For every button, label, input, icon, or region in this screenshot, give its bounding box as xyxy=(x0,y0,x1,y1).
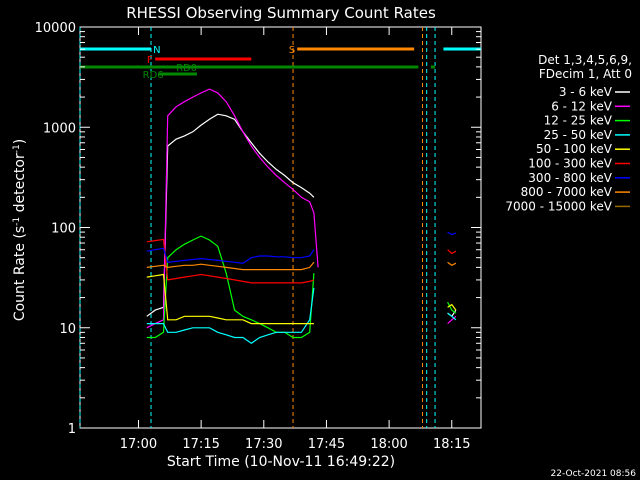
x-tick-label-0: 17:00 xyxy=(120,437,157,452)
legend-entry-5: 100 - 300 keV xyxy=(528,157,612,171)
legend-header-line-2: FDecim 1, Att 0 xyxy=(539,67,632,81)
flag-label-rd0: RD0 xyxy=(176,63,197,74)
x-axis-ticks: 17:00 17:15 17:30 17:45 18:00 18:15 xyxy=(120,27,470,452)
timestamp: 22-Oct-2021 08:56 xyxy=(551,469,637,479)
x-tick-label-5: 18:15 xyxy=(433,437,470,452)
series-line-0-0 xyxy=(146,113,315,317)
legend-entry-2: 12 - 25 keV xyxy=(544,114,613,128)
x-tick-label-4: 18:00 xyxy=(370,437,407,452)
series-line-5-1 xyxy=(447,249,457,255)
y-axis-label: Count Rate (s-1 detector-1) xyxy=(12,139,28,321)
x-tick-label-1: 17:15 xyxy=(182,437,219,452)
series-line-6-0 xyxy=(146,247,315,264)
series-line-3-1 xyxy=(447,312,457,321)
series-line-1-1 xyxy=(447,315,457,325)
series-line-5-0 xyxy=(146,238,315,284)
legend-entry-8: 7000 - 15000 keV xyxy=(505,199,612,213)
legend-entry-3: 25 - 50 keV xyxy=(544,128,613,142)
legend-entry-4: 50 - 100 keV xyxy=(536,142,613,156)
series-line-4-0 xyxy=(146,273,314,325)
x-tick-label-2: 17:30 xyxy=(245,437,282,452)
legend-entry-6: 300 - 800 keV xyxy=(528,171,612,185)
series-line-7-0 xyxy=(146,261,315,271)
series-line-6-1 xyxy=(447,231,457,236)
flag-label-rd6: RD6 xyxy=(143,70,164,81)
y-axis-ticks: 1 10 100 1000 10000 xyxy=(35,21,481,437)
instrument-state-lines xyxy=(79,27,436,428)
series-line-4-1 xyxy=(447,303,457,311)
series-line-2-0 xyxy=(146,235,315,339)
series-lines xyxy=(146,88,457,345)
x-tick-label-3: 17:45 xyxy=(308,437,345,452)
instrument-flags: N S F RD0 RD6 xyxy=(80,45,481,81)
y-tick-label-0: 1 xyxy=(68,422,76,437)
legend-entry-1: 6 - 12 keV xyxy=(551,99,613,113)
y-tick-label-1: 10 xyxy=(59,322,76,337)
series-line-2-1 xyxy=(447,301,457,314)
y-tick-label-3: 1000 xyxy=(43,121,76,136)
plot-frame xyxy=(79,26,482,429)
legend: Det 1,3,4,5,6,9, FDecim 1, Att 0 3 - 6 k… xyxy=(505,53,632,213)
flag-label-s: S xyxy=(289,45,295,56)
legend-entry-0: 3 - 6 keV xyxy=(559,85,613,99)
flag-label-n: N xyxy=(153,45,160,56)
series-line-7-1 xyxy=(447,261,457,267)
series-line-0-1 xyxy=(447,309,457,318)
x-axis-label: Start Time (10-Nov-11 16:49:22) xyxy=(167,454,395,470)
legend-header-line-1: Det 1,3,4,5,6,9, xyxy=(538,53,632,67)
y-tick-label-4: 10000 xyxy=(35,21,76,36)
chart-title: RHESSI Observing Summary Count Rates xyxy=(126,4,436,22)
flag-label-f: F xyxy=(147,55,153,66)
series-line-1-0 xyxy=(146,88,319,329)
y-tick-label-2: 100 xyxy=(51,222,76,237)
legend-entry-7: 800 - 7000 keV xyxy=(521,185,613,199)
series-line-3-0 xyxy=(146,287,315,345)
